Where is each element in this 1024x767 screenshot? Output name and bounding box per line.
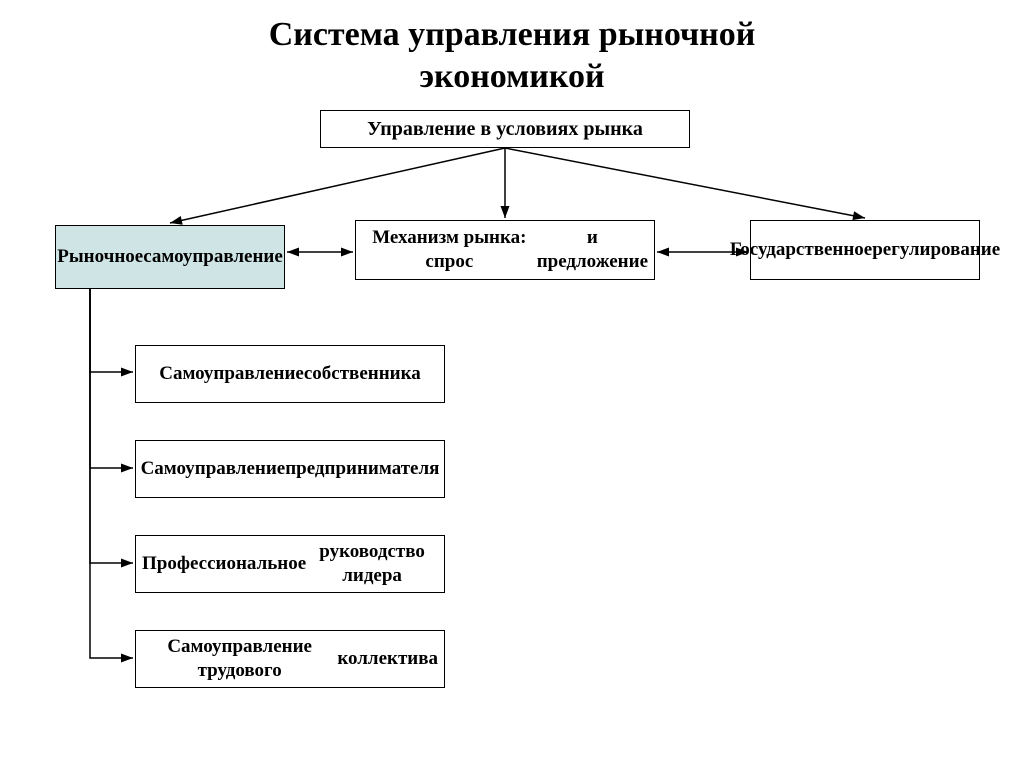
diagram-canvas: Система управления рыночной экономикой У… [0,0,1024,767]
diagram-title-line1: Система управления рыночной [0,16,1024,54]
node-professional-leadership: Профессиональноеруководство лидера [135,535,445,593]
node-owner-self-governance: Самоуправлениесобственника [135,345,445,403]
node-entrepreneur-self-governance: Самоуправлениепредпринимателя [135,440,445,498]
node-root: Управление в условиях рынка [320,110,690,148]
node-market-mechanism: Механизм рынка: спроси предложение [355,220,655,280]
node-market-self-governance: Рыночноесамоуправление [55,225,285,289]
node-workforce-self-governance: Самоуправление трудовогоколлектива [135,630,445,688]
node-government-regulation: Государственноерегулирование [750,220,980,280]
diagram-title-line2: экономикой [0,58,1024,96]
